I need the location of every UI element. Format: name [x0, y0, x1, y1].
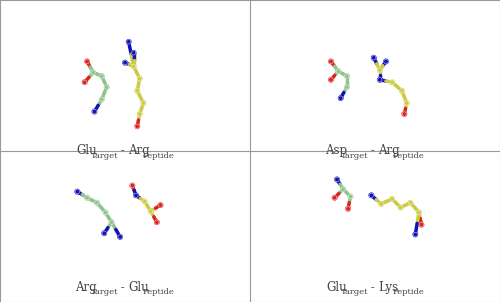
Circle shape [400, 88, 404, 93]
Text: Peptide: Peptide [143, 152, 174, 160]
Circle shape [328, 78, 333, 82]
Circle shape [154, 220, 159, 224]
Circle shape [348, 194, 352, 199]
Text: Peptide: Peptide [393, 152, 424, 160]
Text: Target: Target [91, 152, 118, 160]
Circle shape [335, 177, 340, 182]
Text: Asp: Asp [325, 144, 347, 157]
Circle shape [82, 80, 87, 85]
Circle shape [132, 51, 136, 55]
Circle shape [336, 69, 340, 73]
Circle shape [91, 70, 96, 75]
Circle shape [369, 193, 374, 198]
Circle shape [408, 201, 412, 205]
Circle shape [141, 101, 146, 105]
Circle shape [138, 76, 142, 81]
Circle shape [138, 112, 142, 116]
Circle shape [378, 78, 382, 82]
Circle shape [379, 202, 384, 206]
Text: Lys: Lys [378, 281, 398, 294]
Text: Target: Target [91, 288, 118, 296]
Circle shape [75, 189, 80, 194]
Text: -: - [118, 144, 129, 157]
Circle shape [413, 232, 418, 237]
Circle shape [104, 85, 109, 89]
Circle shape [419, 223, 424, 227]
Circle shape [85, 59, 89, 64]
Circle shape [390, 80, 394, 85]
Text: Peptide: Peptide [143, 288, 174, 296]
Text: Peptide: Peptide [393, 288, 424, 296]
Circle shape [417, 210, 421, 215]
Text: Arg: Arg [76, 281, 97, 294]
Circle shape [102, 231, 106, 236]
Text: Arg: Arg [378, 144, 400, 157]
Circle shape [100, 97, 104, 101]
Circle shape [135, 124, 140, 128]
Circle shape [404, 101, 409, 105]
Text: Glu: Glu [326, 281, 346, 294]
Circle shape [346, 207, 350, 211]
Circle shape [378, 68, 382, 72]
Circle shape [104, 210, 108, 215]
Circle shape [142, 199, 147, 204]
Circle shape [328, 59, 333, 64]
Text: -: - [368, 144, 379, 157]
Circle shape [100, 74, 104, 78]
Text: Target: Target [341, 152, 368, 160]
Circle shape [94, 201, 99, 205]
Circle shape [110, 220, 114, 224]
Circle shape [135, 88, 140, 93]
Circle shape [344, 74, 349, 78]
Text: Glu: Glu [76, 144, 96, 157]
Text: -: - [118, 281, 129, 294]
Circle shape [132, 64, 136, 69]
Circle shape [384, 59, 388, 64]
Text: Glu: Glu [128, 281, 149, 294]
Circle shape [123, 60, 127, 65]
Circle shape [158, 203, 162, 207]
Circle shape [126, 40, 131, 44]
Circle shape [134, 193, 138, 198]
Circle shape [130, 183, 134, 188]
Circle shape [344, 85, 349, 89]
Circle shape [341, 187, 345, 191]
Circle shape [390, 197, 394, 201]
Circle shape [332, 196, 337, 200]
Text: Target: Target [341, 288, 368, 296]
Circle shape [85, 196, 89, 200]
Circle shape [398, 205, 403, 210]
Circle shape [92, 109, 96, 114]
Circle shape [372, 56, 376, 60]
Circle shape [338, 96, 343, 100]
Circle shape [148, 209, 153, 214]
Circle shape [402, 112, 406, 116]
Circle shape [118, 235, 122, 239]
Text: -: - [368, 281, 379, 294]
Text: Arg: Arg [128, 144, 150, 157]
